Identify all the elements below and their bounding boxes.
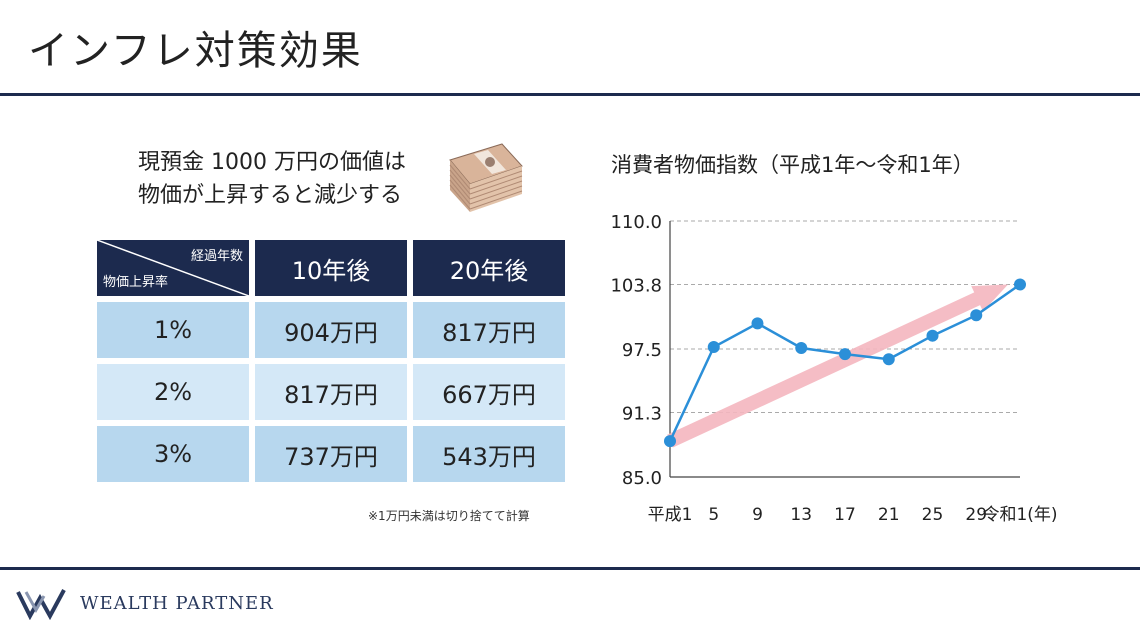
- cash-stack-icon: [449, 143, 523, 212]
- y-tick-label: 85.0: [622, 468, 662, 489]
- x-tick-label: 9: [752, 505, 763, 525]
- data-point: [707, 340, 720, 353]
- corner-label-years: 経過年数: [190, 249, 243, 264]
- table-row: 3% 737万円 543万円: [97, 426, 565, 482]
- x-tick-label: 5: [708, 505, 719, 525]
- corner-label-rate: 物価上昇率: [103, 275, 169, 290]
- data-point: [1014, 278, 1026, 291]
- data-point: [926, 329, 939, 342]
- rate-cell: 3%: [97, 426, 249, 482]
- x-tick-label: 平成1: [648, 505, 693, 525]
- headline: 現預金 1000 万円の価値は 物価が上昇すると減少する: [138, 146, 406, 212]
- value-table: 経過年数 物価上昇率 10年後 20年後 1% 904万円 817万円 2% 8…: [91, 234, 571, 488]
- table-row: 1% 904万円 817万円: [97, 302, 565, 358]
- value-cell: 817万円: [255, 364, 407, 420]
- data-point: [882, 353, 895, 366]
- y-tick-label: 103.8: [610, 275, 662, 296]
- x-tick-label: 29: [965, 505, 987, 525]
- y-tick-label: 97.5: [622, 340, 662, 361]
- chart-title: 消費者物価指数（平成1年〜令和1年）: [611, 153, 974, 177]
- x-tick-label: 21: [878, 505, 900, 525]
- page-title: インフレ対策効果: [28, 28, 363, 74]
- trend-arrow: [667, 284, 1008, 448]
- headline-line-2: 物価が上昇すると減少する: [138, 183, 403, 208]
- table-row: 2% 817万円 667万円: [97, 364, 565, 420]
- data-point: [751, 317, 764, 330]
- cpi-line-chart: 85.0 91.3 97.5 103.8 110.0 平成1 5 9 13 17 21 25 29令和1…: [610, 212, 1057, 525]
- x-tick-label: 17: [834, 505, 856, 525]
- value-cell: 904万円: [255, 302, 407, 358]
- value-cell: 817万円: [413, 302, 565, 358]
- x-tick-label: 13: [790, 505, 812, 525]
- y-tick-label: 91.3: [622, 403, 662, 424]
- data-point: [664, 435, 676, 448]
- table-corner-header: 経過年数 物価上昇率: [97, 240, 249, 296]
- value-cell: 667万円: [413, 364, 565, 420]
- headline-line-1: 現預金 1000 万円の価値は: [138, 150, 406, 175]
- y-tick-label: 110.0: [610, 212, 662, 233]
- x-tick-label: 25: [922, 505, 944, 525]
- rate-cell: 1%: [97, 302, 249, 358]
- footer-brand: WEALTH PARTNER: [80, 593, 274, 614]
- column-header-10y: 10年後: [255, 240, 407, 296]
- wealth-partner-logo-icon: [16, 589, 66, 620]
- data-point: [795, 341, 808, 354]
- data-point: [970, 309, 983, 322]
- rate-cell: 2%: [97, 364, 249, 420]
- data-point: [839, 348, 851, 361]
- value-cell: 737万円: [255, 426, 407, 482]
- value-cell: 543万円: [413, 426, 565, 482]
- title-divider: [0, 93, 1140, 96]
- column-header-20y: 20年後: [413, 240, 565, 296]
- x-tick-label: 令和1(年): [982, 505, 1057, 525]
- corner-diagonal: [97, 240, 249, 296]
- footnote: ※1万円未満は切り捨てて計算: [368, 509, 530, 523]
- footer-divider: [0, 567, 1140, 570]
